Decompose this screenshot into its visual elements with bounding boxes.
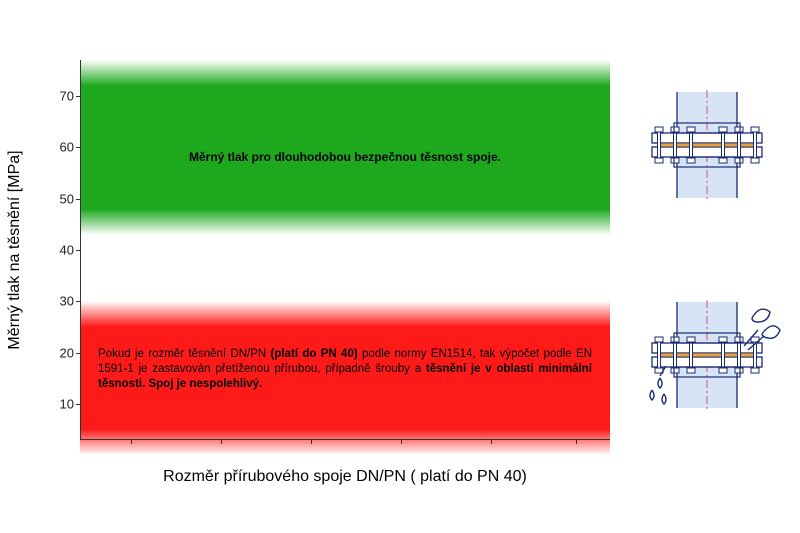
pressure-band (80, 60, 610, 235)
bolt-shaft (722, 339, 725, 371)
bolt-nut-top (735, 337, 743, 342)
bolt-nut-bottom (735, 368, 743, 373)
bolt-shaft (722, 129, 725, 161)
green-band-label: Měrný tlak pro dlouhodobou bezpečnou těs… (80, 150, 610, 164)
bolt-nut-bottom (735, 158, 743, 163)
y-tick-label: 50 (44, 191, 74, 206)
bolt-nut-bottom (719, 158, 727, 163)
bolt-shaft (658, 339, 661, 371)
bolt-nut-bottom (671, 368, 679, 373)
sealed-flange-diagram (632, 90, 782, 200)
y-tick-label: 70 (44, 88, 74, 103)
plot-area: Měrný tlak pro dlouhodobou bezpečnou těs… (80, 60, 610, 440)
bolt-nut-top (671, 337, 679, 342)
pressure-zone-figure: Měrný tlak na těsnění [MPa] Měrný tlak p… (0, 0, 800, 533)
bolt-nut-bottom (687, 158, 695, 163)
y-tick-label: 20 (44, 345, 74, 360)
bolt-nut-bottom (655, 158, 663, 163)
y-tick-label: 30 (44, 294, 74, 309)
y-tick-label: 60 (44, 140, 74, 155)
bolt-shaft (674, 129, 677, 161)
bolt-nut-bottom (719, 368, 727, 373)
bolt-nut-top (655, 127, 663, 132)
bolt-nut-top (751, 127, 759, 132)
bolt-shaft (754, 129, 757, 161)
lower-flange (652, 147, 762, 157)
leaking-flange-diagram (632, 300, 782, 410)
bolt-nut-bottom (751, 368, 759, 373)
bolt-shaft (690, 339, 693, 371)
bolt-nut-top (687, 337, 695, 342)
y-tick-label: 40 (44, 243, 74, 258)
y-ticks: 10 20 30 40 50 60 70 (44, 60, 80, 440)
bolt-nut-bottom (751, 158, 759, 163)
bolt-shaft (738, 129, 741, 161)
upper-flange (652, 133, 762, 143)
bolt-shaft (674, 339, 677, 371)
bolt-nut-top (719, 337, 727, 342)
bolt-nut-top (671, 127, 679, 132)
bolt-shaft (658, 129, 661, 161)
bolt-nut-top (655, 337, 663, 342)
bolt-nut-top (719, 127, 727, 132)
bolt-nut-bottom (671, 158, 679, 163)
bolt-nut-top (687, 127, 695, 132)
red-band-label: Pokud je rozměr těsnění DN/PN (platí do … (80, 347, 610, 392)
bolt-nut-bottom (687, 368, 695, 373)
x-axis-label: Rozměr přírubového spoje DN/PN ( platí d… (80, 468, 610, 486)
lower-flange (652, 357, 762, 367)
bolt-shaft (738, 339, 741, 371)
y-tick-label: 10 (44, 397, 74, 412)
bolt-nut-top (735, 127, 743, 132)
bolt-shaft (690, 129, 693, 161)
y-axis-label: Měrný tlak na těsnění [MPa] (6, 150, 24, 349)
